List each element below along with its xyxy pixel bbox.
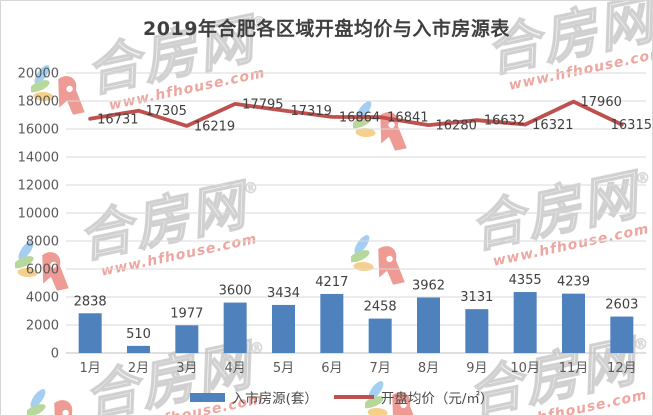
- x-tick-label: 7月: [370, 361, 391, 376]
- line-data-label: 17305: [146, 104, 187, 119]
- y-tick-label: 18000: [18, 95, 59, 110]
- bar-data-label: 3131: [460, 290, 493, 305]
- line-data-label: 16731: [97, 112, 138, 127]
- line-data-label: 16632: [484, 114, 525, 129]
- y-tick-label: 4000: [26, 291, 59, 306]
- x-tick-label: 4月: [225, 361, 246, 376]
- x-tick-label: 6月: [321, 361, 342, 376]
- line-data-label: 17960: [581, 95, 622, 110]
- y-tick-label: 20000: [18, 67, 59, 82]
- bar-data-label: 2458: [364, 300, 397, 315]
- line-data-label: 16864: [339, 110, 380, 125]
- bar: [272, 304, 295, 353]
- line-data-label: 16280: [436, 119, 477, 134]
- x-tick-label: 2月: [128, 361, 149, 376]
- line-data-label: 17795: [242, 97, 283, 112]
- bar-data-label: 3434: [267, 286, 300, 301]
- bar: [175, 325, 199, 353]
- y-tick-label: 16000: [18, 123, 59, 138]
- bar-data-label: 3962: [412, 279, 445, 294]
- bar-data-label: 2603: [605, 298, 638, 313]
- legend-bar-swatch: [189, 392, 225, 402]
- bar: [610, 316, 634, 353]
- legend-item-bars: 入市房源(套）: [189, 387, 318, 407]
- x-tick-label: 10月: [510, 361, 540, 376]
- line-data-label: 16841: [387, 111, 428, 126]
- line-data-label: 16315: [611, 118, 652, 133]
- bar: [562, 293, 585, 353]
- bar: [417, 297, 440, 353]
- y-tick-label: 2000: [26, 319, 59, 334]
- y-tick-label: 0: [51, 347, 59, 362]
- y-tick-label: 10000: [18, 207, 59, 222]
- bar: [465, 309, 489, 353]
- x-tick-label: 11月: [559, 361, 589, 376]
- x-tick-label: 5月: [273, 361, 294, 376]
- x-tick-label: 12月: [607, 361, 637, 376]
- bar: [368, 318, 392, 353]
- x-tick-label: 9月: [466, 361, 487, 376]
- chart-legend: 入市房源(套） 开盘均价（元/㎡）: [31, 387, 652, 407]
- legend-line-label: 开盘均价（元/㎡）: [380, 391, 494, 407]
- bar: [320, 293, 344, 353]
- y-tick-label: 6000: [26, 263, 59, 278]
- chart-title: 2019年合肥各区域开盘均价与入市房源表: [143, 18, 510, 40]
- x-tick-label: 8月: [418, 361, 439, 376]
- x-tick-label: 3月: [176, 361, 197, 376]
- bar-data-label: 3600: [219, 284, 252, 299]
- bar-data-label: 1977: [170, 306, 203, 321]
- bar-data-label: 4355: [509, 273, 542, 288]
- line-data-label: 16219: [194, 119, 235, 134]
- bar: [223, 302, 247, 353]
- legend-line-swatch: [333, 395, 374, 399]
- bar: [78, 313, 102, 353]
- bar-data-label: 2838: [74, 294, 107, 309]
- y-tick-label: 14000: [18, 151, 59, 166]
- bar-data-label: 4217: [315, 275, 348, 290]
- x-tick-label: 1月: [80, 361, 101, 376]
- line-data-label: 16321: [532, 118, 573, 133]
- bar: [127, 345, 150, 353]
- bar-data-label: 4239: [557, 275, 590, 290]
- legend-item-line: 开盘均价（元/㎡）: [333, 387, 494, 407]
- y-tick-label: 12000: [18, 179, 59, 194]
- y-tick-label: 8000: [26, 235, 59, 250]
- bar-data-label: 510: [126, 327, 151, 342]
- bar: [513, 292, 537, 353]
- legend-bar-label: 入市房源(套）: [231, 391, 318, 407]
- line-data-label: 17319: [291, 104, 332, 119]
